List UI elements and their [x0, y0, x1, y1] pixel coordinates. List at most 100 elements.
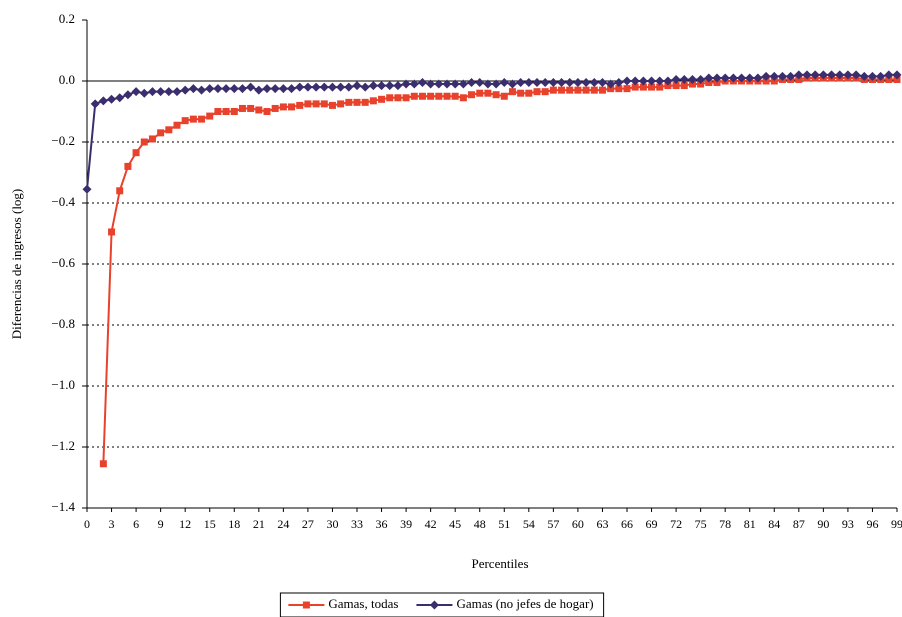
marker — [238, 104, 246, 112]
marker — [648, 83, 656, 91]
marker — [345, 98, 353, 106]
x-tick-label: 36 — [376, 517, 388, 531]
x-tick-label: 57 — [547, 517, 559, 531]
x-tick-label: 72 — [670, 517, 682, 531]
marker — [508, 88, 516, 96]
marker — [728, 73, 738, 83]
marker — [311, 82, 321, 92]
y-axis-title: Diferencias de ingresos (log) — [9, 189, 24, 340]
marker — [385, 81, 395, 91]
marker — [246, 82, 256, 92]
marker — [394, 94, 402, 102]
marker — [614, 78, 624, 88]
marker — [548, 78, 558, 88]
marker — [312, 100, 320, 108]
marker — [287, 84, 297, 94]
marker — [802, 70, 812, 80]
marker — [336, 82, 346, 92]
marker — [427, 92, 435, 100]
marker — [353, 98, 361, 106]
x-tick-label: 93 — [842, 517, 854, 531]
marker — [622, 76, 632, 86]
marker — [139, 88, 149, 98]
x-tick-label: 15 — [204, 517, 216, 531]
marker — [320, 100, 328, 108]
marker — [794, 70, 804, 80]
marker — [156, 87, 166, 97]
y-tick-label: −0.4 — [51, 194, 75, 209]
legend-label: Gamas, todas — [328, 596, 398, 611]
marker — [851, 70, 861, 80]
line — [102, 76, 897, 464]
marker — [606, 79, 616, 89]
marker — [475, 78, 485, 88]
marker — [304, 100, 312, 108]
marker — [98, 96, 108, 106]
x-tick-label: 90 — [817, 517, 829, 531]
marker — [157, 129, 165, 137]
x-tick-label: 63 — [596, 517, 608, 531]
marker — [892, 70, 902, 80]
marker — [386, 94, 394, 102]
marker — [468, 91, 476, 99]
marker — [368, 81, 378, 91]
marker — [672, 82, 680, 90]
marker — [867, 71, 877, 81]
x-tick-label: 78 — [719, 517, 731, 531]
marker — [328, 101, 336, 109]
marker — [270, 84, 280, 94]
legend-marker — [429, 600, 439, 610]
marker — [818, 70, 828, 80]
marker — [442, 79, 452, 89]
marker — [214, 108, 222, 115]
marker — [671, 74, 681, 84]
marker — [476, 89, 484, 97]
marker — [132, 149, 140, 157]
marker — [876, 71, 886, 81]
marker — [418, 92, 426, 100]
x-tick-label: 48 — [474, 517, 486, 531]
marker — [704, 73, 714, 83]
x-tick-label: 69 — [646, 517, 658, 531]
x-tick-label: 84 — [768, 517, 780, 531]
marker — [254, 85, 264, 95]
marker — [835, 70, 845, 80]
marker — [745, 73, 755, 83]
marker — [409, 79, 419, 89]
marker — [859, 71, 869, 81]
marker — [459, 94, 467, 102]
marker — [656, 83, 664, 91]
marker — [827, 70, 837, 80]
marker — [222, 108, 230, 115]
marker — [99, 460, 107, 468]
marker — [82, 184, 92, 194]
marker — [247, 104, 255, 112]
marker — [189, 115, 197, 123]
y-tick-label: −0.6 — [51, 255, 75, 270]
marker — [115, 93, 125, 103]
marker — [737, 73, 747, 83]
marker — [90, 99, 100, 109]
x-tick-label: 39 — [400, 517, 412, 531]
marker — [221, 84, 231, 94]
marker — [401, 79, 411, 89]
marker — [451, 92, 459, 100]
marker — [697, 80, 705, 88]
marker — [532, 78, 542, 88]
marker — [180, 85, 190, 95]
marker — [631, 83, 639, 91]
marker — [172, 87, 182, 97]
marker — [574, 86, 582, 94]
marker — [262, 84, 272, 94]
marker — [402, 94, 410, 102]
marker — [164, 87, 174, 97]
marker — [557, 78, 567, 88]
x-tick-label: 27 — [302, 517, 314, 531]
y-tick-label: 0.2 — [59, 11, 75, 26]
y-tick-label: −1.2 — [51, 438, 75, 453]
marker — [517, 89, 525, 97]
x-tick-label: 87 — [793, 517, 805, 531]
x-tick-label: 9 — [158, 517, 164, 531]
